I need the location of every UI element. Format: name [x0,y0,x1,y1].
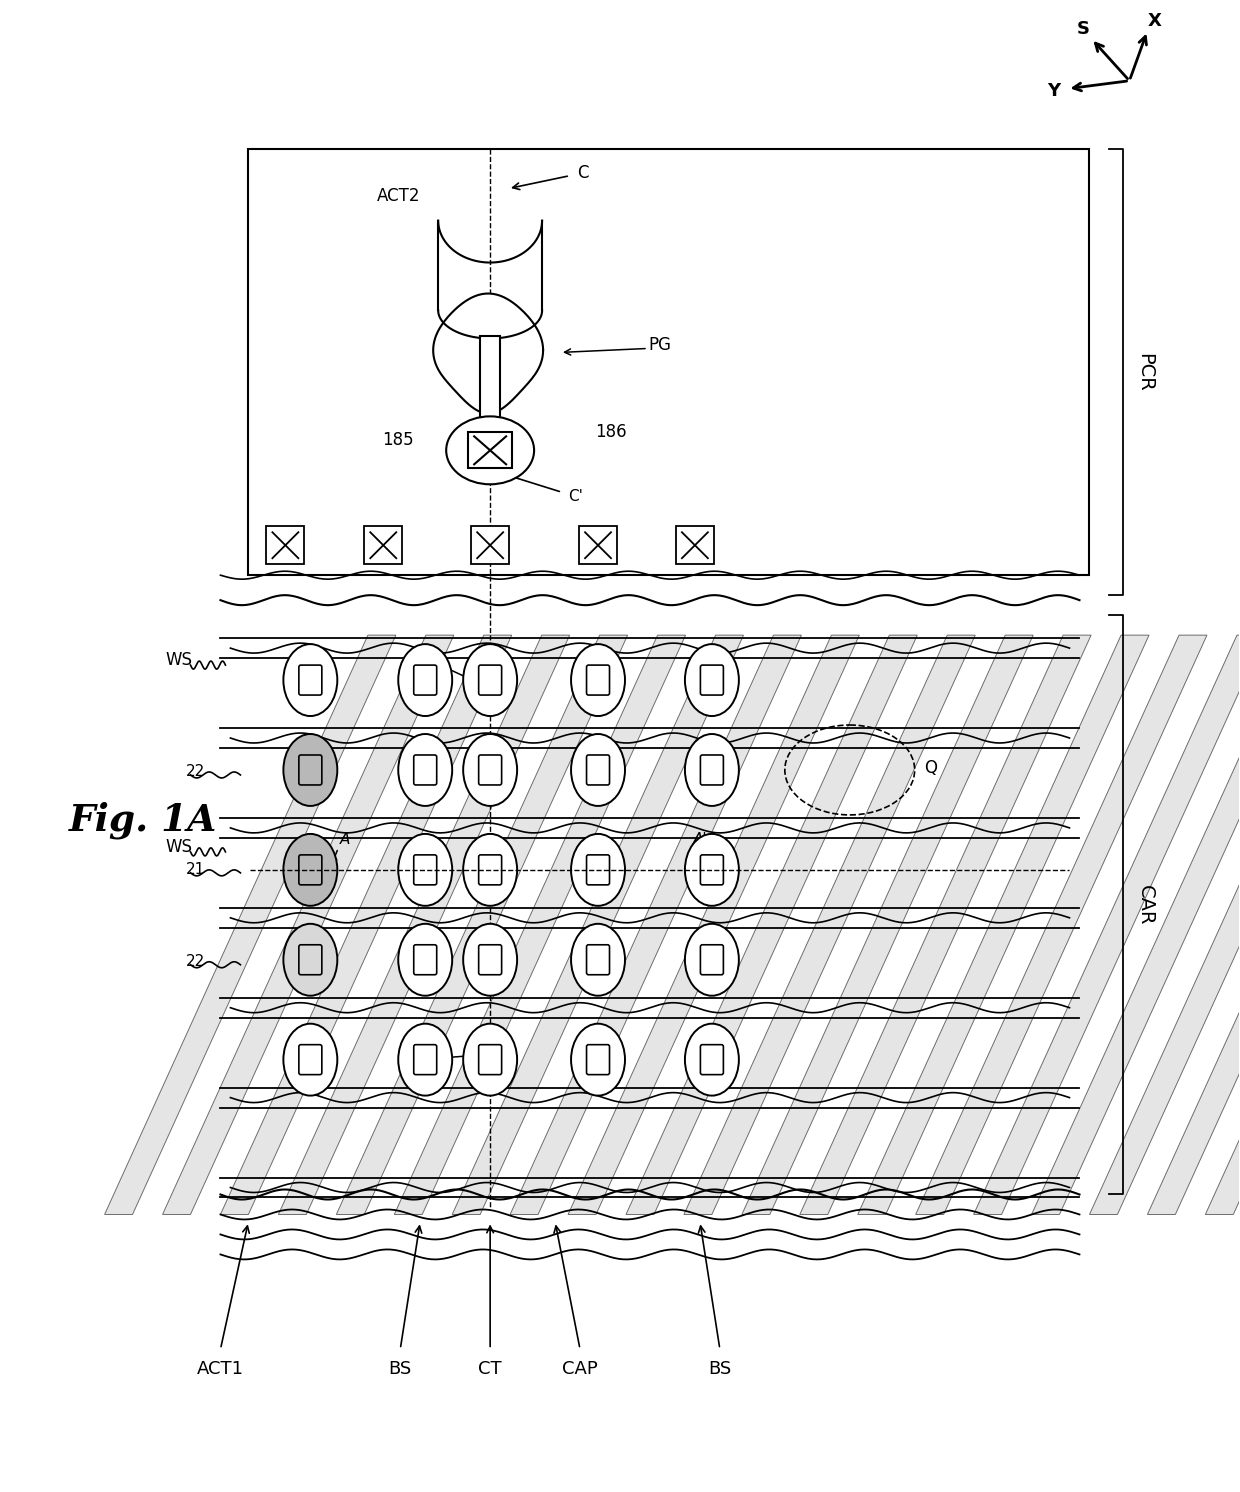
Polygon shape [1090,636,1240,1214]
Text: B: B [420,652,430,667]
Ellipse shape [398,734,453,806]
Ellipse shape [572,924,625,995]
Bar [579,527,618,564]
Polygon shape [510,636,801,1214]
Text: CAR: CAR [1136,885,1154,925]
Ellipse shape [572,645,625,716]
Polygon shape [1205,636,1240,1214]
Polygon shape [336,636,627,1214]
Ellipse shape [464,645,517,716]
Ellipse shape [398,1024,453,1095]
Text: X: X [1147,12,1162,30]
Text: C': C' [568,489,583,504]
Ellipse shape [572,734,625,806]
Text: BS: BS [388,1361,412,1379]
Text: 22: 22 [186,955,205,970]
Text: PCR: PCR [1136,352,1154,391]
Bar [676,527,714,564]
Ellipse shape [446,416,534,485]
Polygon shape [221,636,512,1214]
Polygon shape [1147,636,1240,1214]
Text: Fig. 1A: Fig. 1A [68,801,217,839]
Ellipse shape [284,834,337,906]
Polygon shape [800,636,1091,1214]
Ellipse shape [284,645,337,716]
Text: B': B' [423,1052,438,1067]
Polygon shape [1032,636,1240,1214]
Text: 22: 22 [186,764,205,779]
Text: A: A [340,833,351,847]
Polygon shape [433,294,543,413]
Polygon shape [162,636,454,1214]
Polygon shape [858,636,1149,1214]
Text: 185: 185 [382,431,414,449]
Text: WS: WS [165,651,192,668]
Polygon shape [684,636,975,1214]
Ellipse shape [284,924,337,995]
Text: 186: 186 [595,424,626,442]
Polygon shape [104,636,396,1214]
Ellipse shape [684,645,739,716]
Polygon shape [568,636,859,1214]
Ellipse shape [398,645,453,716]
Ellipse shape [464,1024,517,1095]
Text: S: S [1078,19,1090,37]
Ellipse shape [284,1024,337,1095]
Text: BS: BS [708,1361,732,1379]
Bar [480,337,500,434]
Ellipse shape [464,924,517,995]
Ellipse shape [398,834,453,906]
Bar [267,527,304,564]
Polygon shape [279,636,569,1214]
Text: CAP: CAP [562,1361,598,1379]
Ellipse shape [684,924,739,995]
Text: 21: 21 [186,862,205,877]
Ellipse shape [684,734,739,806]
Polygon shape [394,636,686,1214]
Polygon shape [626,636,918,1214]
Ellipse shape [284,734,337,806]
Polygon shape [453,636,744,1214]
Text: ACT1: ACT1 [197,1361,244,1379]
Ellipse shape [464,734,517,806]
Text: CT: CT [479,1361,502,1379]
Polygon shape [742,636,1033,1214]
Text: PG: PG [649,337,671,355]
Ellipse shape [464,834,517,906]
Polygon shape [915,636,1207,1214]
Text: Y: Y [1047,82,1060,100]
Bar [469,433,512,468]
Ellipse shape [684,834,739,906]
Text: C: C [577,164,589,182]
Ellipse shape [684,1024,739,1095]
Ellipse shape [398,924,453,995]
Text: WS: WS [165,839,192,856]
Bar [248,149,1090,576]
Ellipse shape [572,834,625,906]
Polygon shape [973,636,1240,1214]
Bar [471,527,510,564]
Text: Q: Q [924,759,936,777]
Text: A': A' [693,833,707,847]
Text: ACT2: ACT2 [377,186,420,204]
Ellipse shape [572,1024,625,1095]
Bar [365,527,402,564]
